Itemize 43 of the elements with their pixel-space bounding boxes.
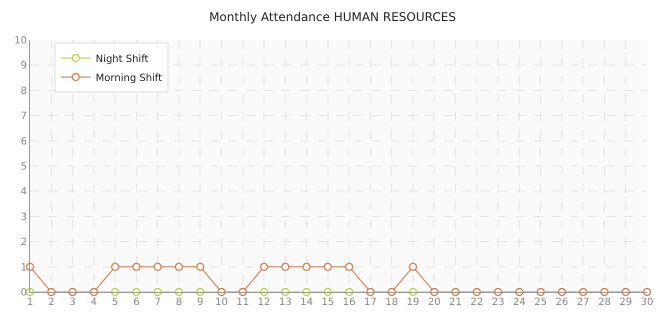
legend-label: Night Shift [96, 54, 149, 65]
x-tick-label: 16 [342, 297, 356, 308]
x-tick-label: 22 [470, 297, 484, 308]
x-tick-label: 30 [640, 297, 654, 308]
x-tick-label: 14 [300, 297, 313, 308]
legend-label: Morning Shift [96, 72, 162, 84]
y-tick-label: 8 [20, 86, 27, 97]
y-tick-label: 10 [14, 36, 27, 46]
x-tick-label: 21 [449, 297, 462, 308]
x-tick-label: 3 [69, 297, 76, 308]
x-tick-label: 12 [258, 297, 270, 308]
y-tick-label: 3 [20, 212, 27, 223]
x-tick-label: 28 [598, 297, 611, 308]
x-tick-label: 17 [364, 297, 377, 308]
y-tick-label: 4 [20, 186, 27, 198]
x-tick-label: 6 [133, 297, 140, 308]
x-tick-label: 5 [112, 297, 118, 308]
x-tick-label: 15 [321, 297, 334, 308]
x-tick-label: 23 [492, 297, 504, 308]
chart-title: Monthly Attendance HUMAN RESOURCES [209, 10, 456, 24]
x-tick-label: 13 [278, 297, 292, 308]
x-tick-label: 2 [48, 297, 54, 308]
y-tick-label: 5 [20, 162, 27, 172]
y-tick-label: 9 [20, 60, 27, 72]
x-tick-label: 18 [385, 297, 398, 308]
y-tick-label: 7 [20, 111, 27, 122]
x-tick-label: 19 [406, 297, 420, 308]
x-tick-label: 10 [215, 297, 228, 308]
x-tick-label: 11 [236, 297, 250, 308]
y-tick-label: 2 [20, 237, 27, 248]
x-tick-label: 27 [576, 297, 590, 308]
x-tick-label: 4 [90, 297, 98, 308]
y-tick-label: 6 [20, 136, 27, 148]
y-tick-label: 1 [20, 262, 27, 274]
x-tick-label: 20 [428, 297, 441, 308]
x-tick-label: 26 [556, 297, 568, 308]
x-tick-label: 29 [619, 297, 632, 308]
y-tick-label: 0 [20, 288, 27, 298]
x-tick-label: 24 [512, 297, 526, 308]
x-tick-label: 7 [154, 297, 161, 308]
x-tick-label: 8 [176, 297, 182, 308]
x-tick-label: 25 [534, 297, 547, 308]
x-tick-label: 9 [197, 297, 204, 308]
